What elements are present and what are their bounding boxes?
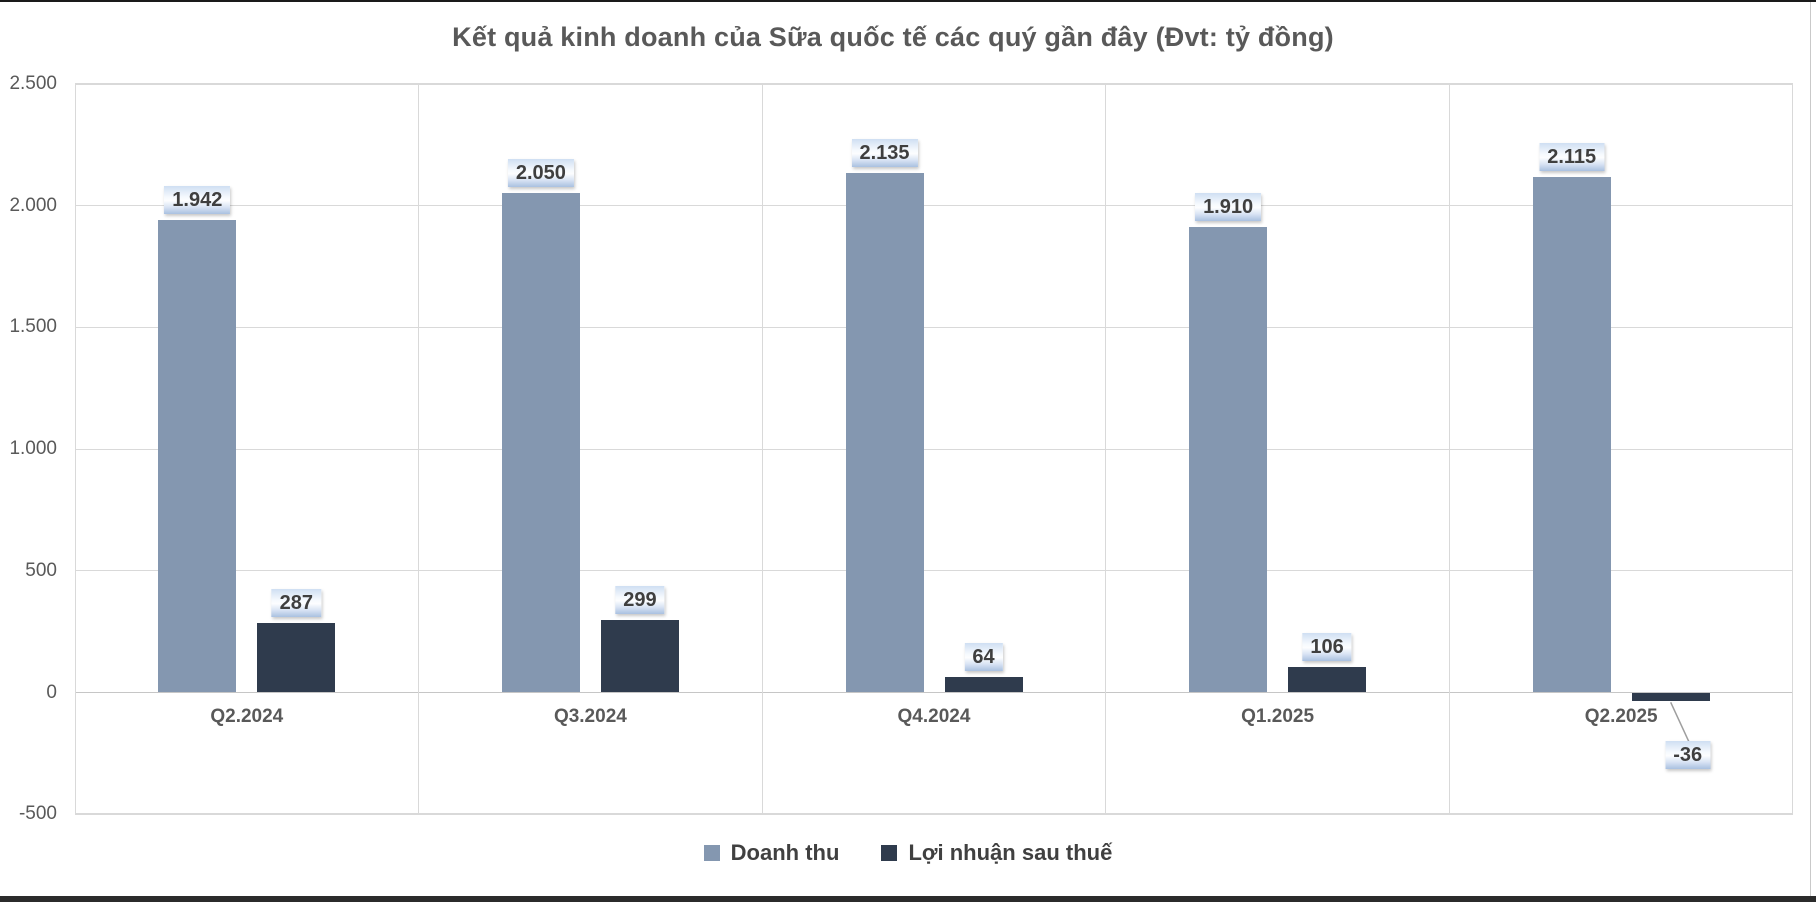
data-label-loi-nhuan-sau-thue-q3-2024: 299 — [615, 585, 665, 614]
bar-doanh-thu-q2-2024 — [158, 219, 237, 693]
legend: Doanh thu Lợi nhuận sau thuế — [0, 836, 1816, 870]
data-label-doanh-thu-q2-2025: 2.115 — [1539, 143, 1605, 172]
y-tick-label--500: -500 — [18, 803, 57, 825]
y-gridline-500 — [75, 570, 1793, 572]
window-right-edge — [1810, 2, 1811, 896]
legend-swatch-loi-nhuan-sau-thue — [881, 845, 898, 861]
window-top-edge — [0, 0, 1816, 2]
data-label-doanh-thu-q3-2024: 2.050 — [507, 159, 574, 188]
data-label-loi-nhuan-sau-thue-q1-2025: 106 — [1302, 632, 1352, 661]
x-axis-label-q4-2024: Q4.2024 — [897, 706, 971, 727]
y-gridline-1500 — [75, 326, 1793, 328]
bar-doanh-thu-q2-2025 — [1532, 177, 1611, 693]
chart-title: Kết quả kinh doanh của Sữa quốc tế các q… — [452, 22, 1334, 52]
data-label-doanh-thu-q2-2024: 1.942 — [164, 185, 231, 214]
plot-area — [75, 83, 1793, 815]
bar-loi-nhuan-sau-thue-q2-2025 — [1631, 692, 1710, 702]
x-axis-label-q2-2025: Q2.2025 — [1584, 706, 1658, 727]
bar-loi-nhuan-sau-thue-q1-2025 — [1288, 666, 1367, 693]
x-axis-label-q3-2024: Q3.2024 — [553, 706, 627, 727]
x-axis-label-q1-2025: Q1.2025 — [1241, 706, 1315, 727]
window-bottom-edge — [0, 896, 1816, 902]
y-tick-label-1500: 1.500 — [9, 316, 57, 338]
legend-item-doanh-thu: Doanh thu — [703, 840, 840, 866]
bar-loi-nhuan-sau-thue-q4-2024 — [944, 676, 1023, 693]
bar-doanh-thu-q1-2025 — [1189, 227, 1268, 693]
data-label-loi-nhuan-sau-thue-q2-2025: -36 — [1665, 741, 1711, 770]
legend-item-loi-nhuan-sau-thue: Lợi nhuận sau thuế — [881, 840, 1112, 866]
bar-loi-nhuan-sau-thue-q2-2024 — [257, 622, 336, 693]
y-tick-label-500: 500 — [25, 559, 57, 581]
x-gridline — [1105, 83, 1107, 815]
legend-swatch-doanh-thu — [703, 845, 720, 861]
y-gridline-2000 — [75, 205, 1793, 206]
y-tick-label-2500: 2.500 — [9, 72, 57, 94]
x-gridline — [1448, 83, 1450, 815]
bar-doanh-thu-q4-2024 — [845, 172, 924, 693]
y-tick-label-2000: 2.000 — [9, 194, 57, 216]
data-label-doanh-thu-q4-2024: 2.135 — [851, 138, 918, 167]
x-gridline — [761, 83, 763, 815]
y-gridline-0 — [75, 692, 1793, 693]
x-axis-label-q2-2024: Q2.2024 — [210, 706, 284, 727]
data-label-doanh-thu-q1-2025: 1.910 — [1195, 193, 1262, 222]
y-gridline-1000 — [75, 448, 1793, 450]
legend-label-doanh-thu: Doanh thu — [730, 840, 840, 865]
y-gridline--500 — [75, 813, 1793, 815]
y-tick-label-1000: 1.000 — [9, 438, 57, 459]
legend-label-loi-nhuan-sau-thue: Lợi nhuận sau thuế — [908, 840, 1113, 865]
y-tick-label-0: 0 — [46, 681, 57, 703]
bar-loi-nhuan-sau-thue-q3-2024 — [600, 619, 679, 693]
bar-doanh-thu-q3-2024 — [501, 193, 580, 693]
data-label-loi-nhuan-sau-thue-q2-2024: 287 — [271, 588, 321, 617]
data-label-loi-nhuan-sau-thue-q4-2024: 64 — [964, 642, 1003, 671]
x-gridline — [418, 83, 420, 815]
